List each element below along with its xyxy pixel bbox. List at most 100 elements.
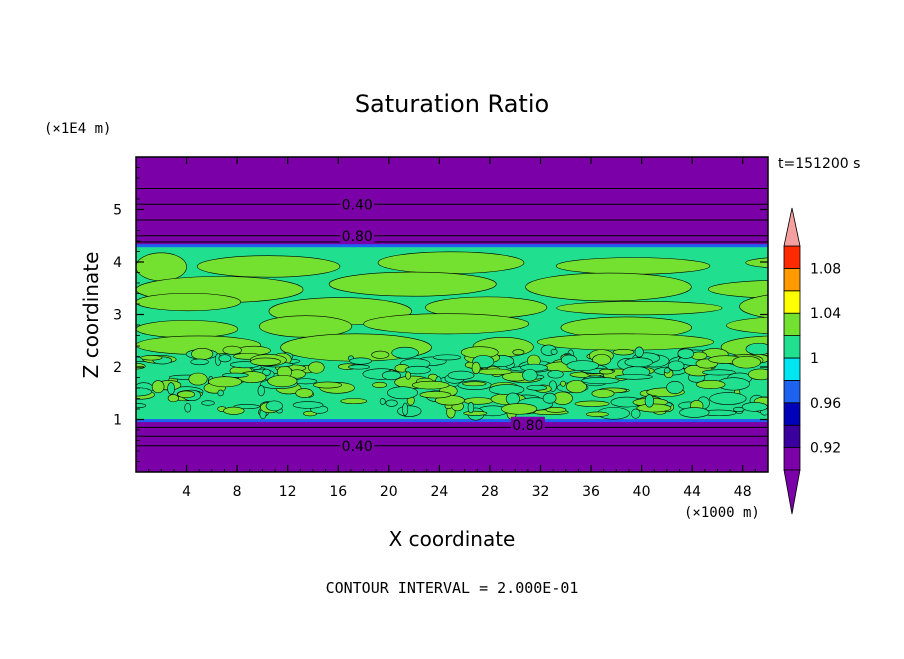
y-tick-label: 5 (113, 203, 122, 219)
turbulent-cell (167, 382, 175, 395)
turbulent-cell (177, 390, 196, 399)
turbulent-cell (222, 345, 242, 355)
moist-band (328, 271, 497, 297)
turbulent-cell (505, 392, 520, 406)
turbulent-cell (295, 388, 314, 398)
contour-label-bg (340, 196, 375, 213)
contour-label: 0.80 (512, 418, 543, 434)
turbulent-cell (591, 389, 615, 398)
turbulent-cell (526, 384, 548, 391)
turbulent-cell (679, 407, 710, 418)
turbulent-cell (547, 370, 564, 379)
contour-labels: 0.40 0.80 0.80 0.40 (340, 196, 545, 455)
moist-band (739, 294, 768, 319)
x-tick-label: 32 (532, 484, 550, 500)
turbulent-cell (136, 403, 147, 409)
x-axis-ticks: 4 8 12 16 20 24 28 32 36 40 44 48 (148, 157, 756, 500)
contour-label-bg (340, 437, 375, 454)
turbulent-cell (402, 402, 409, 416)
turbulent-cell (223, 406, 245, 415)
turbulent-cell (250, 357, 281, 366)
turbulent-cell (293, 378, 318, 385)
turbulent-cell (348, 364, 370, 370)
turbulent-cell (560, 380, 566, 387)
contour-field (136, 157, 768, 472)
contour-label-bg (340, 227, 375, 244)
moist-band (556, 300, 723, 316)
y-axis-label: Z coordinate (79, 252, 103, 379)
plot-area (136, 157, 768, 472)
turbulent-cell (667, 360, 685, 372)
turbulent-cell (433, 354, 462, 361)
turbulent-cell (599, 368, 614, 375)
chart-title: Saturation Ratio (355, 90, 549, 118)
turbulent-cell (411, 380, 450, 390)
turbulent-cell (634, 346, 644, 358)
moist-bottom-boundary (136, 419, 768, 423)
x-tick-label: 48 (734, 484, 752, 500)
moist-band (525, 272, 692, 302)
time-label: t=151200 s (778, 156, 860, 172)
turbulent-cell (292, 401, 324, 409)
contour-label: 0.80 (342, 229, 373, 245)
turbulent-cell (488, 384, 525, 395)
turbulent-cell (190, 358, 209, 366)
turbulent-cell (462, 381, 487, 387)
turbulent-cell (463, 397, 494, 405)
colorbar-segment (783, 357, 801, 381)
moist-band (377, 251, 525, 274)
colorbar-segment (783, 402, 801, 426)
turbulent-cell (542, 392, 557, 404)
turbulent-cell (566, 360, 600, 372)
moist-band (555, 257, 711, 275)
turbulent-cell (732, 355, 761, 369)
turbulent-cell (208, 376, 243, 388)
turbulent-cell (405, 371, 411, 380)
y-tick-label: 3 (113, 308, 122, 324)
colorbar-tick-label: 0.96 (810, 396, 841, 412)
turbulent-cell (184, 402, 192, 413)
turbulent-cell (387, 386, 419, 400)
x-tick-label: 8 (233, 484, 242, 500)
y-tick-label: 2 (113, 360, 122, 376)
turbulent-cell (188, 372, 208, 386)
turbulent-cell (566, 380, 587, 394)
colorbar-tick-label: 1.04 (810, 306, 841, 322)
turbulent-cell (191, 348, 214, 360)
x-tick-label: 12 (279, 484, 297, 500)
turbulent-cell (151, 380, 165, 394)
turbulent-cell (447, 370, 475, 380)
colorbar-segment (783, 290, 801, 314)
colorbar-tick-label: 1.08 (810, 261, 841, 277)
turbulent-cell (372, 381, 388, 388)
contour-label: 0.40 (342, 197, 373, 213)
moist-band (536, 333, 715, 351)
colorbar-segment (783, 312, 801, 337)
moist-band (726, 316, 768, 335)
turbulent-cell (631, 408, 641, 419)
y-unit-label: (×1E4 m) (44, 121, 111, 137)
turbulent-cell (257, 385, 265, 397)
turbulent-cell (267, 375, 298, 388)
colorbar: 1.08 1.04 1 0.96 0.92 (783, 207, 841, 515)
moist-band (136, 292, 242, 312)
y-tick-label: 4 (113, 255, 122, 271)
turbulent-cell (140, 355, 163, 361)
y-tick-label: 1 (113, 413, 122, 429)
turbulent-cell (585, 411, 609, 417)
moist-band (363, 313, 530, 335)
turbulent-cell (696, 380, 726, 390)
turbulent-cell (471, 361, 481, 375)
turbulent-cell (636, 403, 672, 413)
colorbar-tick-label: 0.92 (810, 441, 841, 457)
turbulent-cell (741, 402, 768, 412)
x-tick-label: 36 (582, 484, 600, 500)
turbulent-cell (201, 400, 215, 406)
x-axis-label: X coordinate (389, 527, 516, 551)
contour-label: 0.40 (342, 439, 373, 455)
turbulent-cell (371, 350, 390, 359)
turbulent-cell (463, 410, 488, 416)
turbulent-cell (612, 348, 635, 356)
turbulent-cell (218, 354, 232, 363)
